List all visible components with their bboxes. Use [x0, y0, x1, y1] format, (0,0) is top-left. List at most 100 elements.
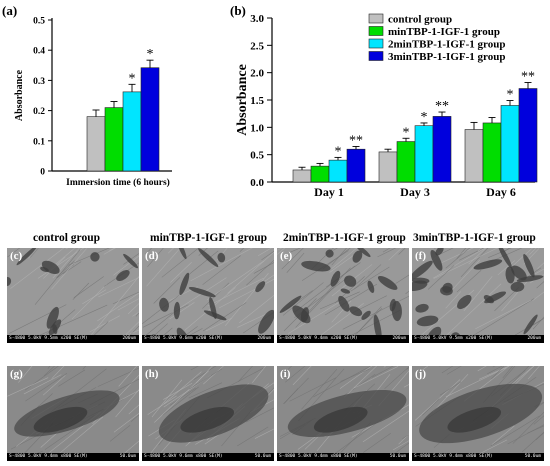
substrate-scratch — [196, 366, 213, 384]
substrate-scratch — [218, 278, 274, 309]
substrate-scratch — [435, 248, 454, 257]
cell — [377, 275, 398, 290]
substrate-scratch — [527, 425, 544, 434]
sem-micrograph: (h) S-4800 5.0kV 9.6mm x800 SE(M) 50.0um — [142, 366, 274, 461]
significance-mark: ** — [349, 133, 363, 148]
substrate-scratch — [487, 366, 503, 375]
chart-a: (a) 0 0.1 0.2 0.3 0.4 0.5 Absorbance Immersion t… — [2, 3, 172, 188]
y-tick-label: 0.5 — [250, 150, 264, 162]
substrate-scratch — [124, 440, 139, 454]
substrate-scratch — [488, 248, 512, 258]
substrate-scratch — [58, 369, 86, 387]
substrate-scratch — [521, 431, 544, 453]
substrate-scratch — [112, 291, 139, 305]
substrate-scratch — [198, 248, 208, 256]
y-tick-label: 0.0 — [250, 177, 264, 189]
significance-mark: ** — [435, 99, 449, 114]
substrate-scratch — [502, 366, 514, 379]
bar — [292, 169, 312, 183]
substrate-scratch — [23, 374, 62, 395]
substrate-scratch — [123, 253, 139, 265]
cell — [279, 295, 302, 313]
substrate-scratch — [284, 388, 299, 404]
bar — [500, 105, 520, 183]
sem-info-text: S-4800 5.0kV 9.4mm x200 SE(M) — [279, 336, 358, 341]
y-tick-label: 0.3 — [33, 77, 45, 87]
y-tick-label: 1.5 — [250, 95, 264, 107]
cell — [173, 301, 181, 320]
scale-bar-label: 50.0um — [389, 454, 406, 459]
bar — [140, 67, 160, 172]
panel-label: (b) — [230, 3, 246, 18]
substrate-scratch — [202, 255, 241, 285]
substrate-scratch — [288, 248, 301, 254]
substrate-scratch — [7, 377, 49, 397]
sem-info-text: S-4800 5.0kV 9.5mm x200 SE(M) — [414, 336, 493, 341]
bar — [396, 141, 416, 183]
substrate-scratch — [285, 366, 306, 383]
cell — [217, 252, 226, 263]
substrate-scratch — [292, 366, 312, 386]
cell — [415, 303, 429, 313]
substrate-scratch — [445, 291, 462, 309]
substrate-scratch — [286, 252, 305, 273]
substrate-scratch — [350, 266, 390, 292]
column-header-3mintbp: 3minTBP-1-IGF-1 group — [413, 232, 536, 244]
substrate-scratch — [73, 276, 104, 298]
significance-mark: ** — [521, 70, 535, 85]
legend-swatch — [368, 51, 384, 61]
cell — [389, 298, 396, 312]
substrate-scratch — [362, 410, 409, 443]
substrate-scratch — [446, 366, 462, 375]
micrograph-label: (h) — [145, 368, 159, 380]
substrate-scratch — [509, 248, 533, 269]
substrate-scratch — [507, 424, 544, 445]
substrate-scratch — [10, 434, 39, 450]
column-header-mintbp: minTBP-1-IGF-1 group — [150, 232, 268, 244]
sem-micrograph: (e) S-4800 5.0kV 9.4mm x200 SE(M) 200um — [277, 248, 409, 343]
substrate-scratch — [301, 368, 338, 410]
sem-micrograph: (g) S-4800 5.0kV 9.4mm x800 SE(M) 50.0um — [7, 366, 139, 461]
micrograph-label: (d) — [145, 250, 159, 262]
substrate-scratch — [491, 425, 515, 445]
substrate-scratch — [497, 260, 516, 276]
substrate-scratch — [282, 366, 293, 375]
substrate-scratch — [62, 261, 82, 275]
substrate-scratch — [147, 395, 177, 415]
substrate-scratch — [207, 277, 264, 307]
cell — [258, 309, 274, 334]
cell — [511, 265, 527, 281]
cell — [176, 248, 187, 260]
substrate-scratch — [190, 248, 253, 282]
substrate-scratch — [477, 366, 487, 372]
bar — [86, 116, 106, 172]
substrate-scratch — [113, 412, 139, 433]
substrate-scratch — [50, 248, 76, 269]
x-tick-label: Day 3 — [400, 185, 430, 199]
substrate-scratch — [117, 298, 139, 311]
sem-info-bar: S-4800 5.0kV 9.4mm x200 SE(M) 200um — [277, 335, 409, 343]
substrate-scratch — [193, 366, 217, 380]
sem-info-text: S-4800 5.0kV 9.4mm x800 SE(M) — [9, 454, 88, 459]
substrate-scratch — [147, 248, 164, 268]
substrate-scratch — [441, 366, 454, 374]
substrate-scratch — [91, 275, 139, 335]
sem-info-bar: S-4800 5.0kV 9.6mm x800 SE(M) 50.0um — [142, 453, 274, 461]
cell — [179, 272, 190, 296]
substrate-scratch — [72, 282, 90, 300]
micrograph-texture — [142, 366, 274, 461]
substrate-scratch — [254, 428, 274, 439]
substrate-scratch — [18, 366, 33, 383]
substrate-scratch — [532, 317, 544, 326]
substrate-scratch — [392, 440, 409, 451]
x-tick-label: Day 6 — [486, 185, 516, 199]
legend-label: minTBP-1-IGF-1 group — [388, 26, 500, 38]
substrate-scratch — [371, 366, 394, 378]
substrate-scratch — [123, 321, 139, 338]
sem-info-bar: S-4800 5.0kV 9.5mm x200 SE(M) 200um — [7, 335, 139, 343]
substrate-scratch — [422, 398, 440, 416]
cell — [523, 314, 538, 335]
substrate-scratch — [281, 248, 304, 270]
substrate-scratch — [433, 248, 499, 279]
substrate-scratch — [533, 415, 544, 425]
